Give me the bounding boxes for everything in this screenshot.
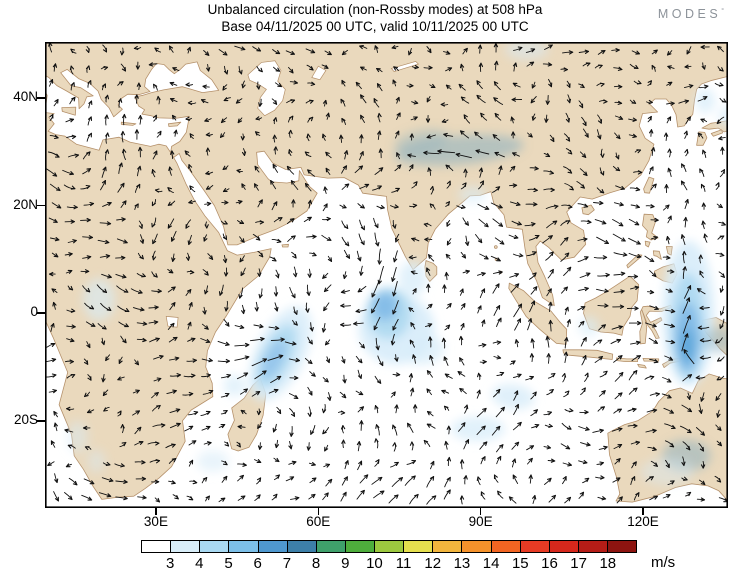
- lakes-layer: [165, 60, 420, 328]
- lat-tick-label: 40N: [13, 88, 38, 104]
- colorbar-tick-label: 18: [599, 555, 617, 572]
- colorbar-tick-label: 13: [453, 555, 471, 572]
- lat-tick-label: 20S: [13, 411, 38, 427]
- lon-tick: [155, 508, 157, 515]
- modes-logo: MODES°: [658, 7, 724, 21]
- colorbar-cell: [171, 541, 201, 552]
- colorbar-cell: [578, 541, 608, 552]
- colorbar-cell: [404, 541, 434, 552]
- colorbar-tick-label: 6: [253, 555, 262, 572]
- lat-tick-label: 0: [30, 304, 38, 320]
- colorbar-tick-label: 17: [570, 555, 587, 572]
- colorbar-cell: [375, 541, 405, 552]
- lon-tick-label: 30E: [143, 514, 168, 529]
- colorbar-unit: m/s: [651, 554, 676, 571]
- colorbar-tick-label: 16: [541, 555, 558, 572]
- colorbar: [141, 540, 637, 553]
- colorbar-tick-label: 9: [341, 555, 350, 572]
- colorbar-cell: [142, 541, 172, 552]
- colorbar-cell: [229, 541, 259, 552]
- lat-tick: [37, 420, 45, 422]
- colorbar-cell: [316, 541, 346, 552]
- lon-tick-label: 120E: [627, 514, 659, 529]
- quiver-arrow-layer: [45, 42, 728, 505]
- colorbar-tick-label: 4: [195, 555, 204, 572]
- lon-tick: [642, 508, 644, 515]
- lon-tick-label: 60E: [306, 514, 331, 529]
- lat-tick: [37, 204, 45, 207]
- modes-logo-mark: °: [721, 7, 724, 15]
- colorbar-cell: [200, 541, 230, 552]
- chart-title: Unbalanced circulation (non-Rossby modes…: [207, 2, 543, 17]
- colorbar-tick-label: 10: [366, 555, 383, 572]
- lon-tick: [479, 508, 482, 515]
- lat-tick: [37, 312, 45, 314]
- colorbar-cell: [345, 541, 375, 552]
- lat-tick: [37, 97, 45, 99]
- colorbar-cell: [433, 541, 463, 552]
- colorbar-cell: [287, 541, 317, 552]
- colorbar-tick-label: 11: [395, 555, 412, 572]
- colorbar-tick-label: 3: [166, 555, 175, 572]
- colorbar-tick-label: 5: [224, 555, 233, 572]
- colorbar-cell: [549, 541, 579, 552]
- land-layer: [45, 42, 728, 503]
- lon-tick-label: 90E: [468, 514, 493, 529]
- colorbar-tick-label: 8: [311, 555, 321, 572]
- colorbar-tick-label: 12: [424, 555, 442, 572]
- colorbar-tick-label: 7: [282, 555, 292, 572]
- colorbar-tick-label: 14: [482, 555, 500, 572]
- colorbar-tick-label: 15: [511, 555, 529, 572]
- colorbar-cell: [462, 541, 492, 552]
- chart-subtitle: Base 04/11/2025 00 UTC, valid 10/11/2025…: [221, 19, 529, 34]
- wind-speed-shading-layer: [66, 42, 728, 486]
- modes-logo-text: MODES: [657, 7, 722, 21]
- map-frame: [45, 42, 728, 508]
- colorbar-cell: [520, 541, 550, 552]
- lat-tick-label: 20N: [13, 196, 38, 212]
- colorbar-cell: [491, 541, 521, 552]
- colorbar-cell: [258, 541, 288, 552]
- colorbar-cell: [608, 541, 637, 552]
- lon-tick: [317, 508, 320, 515]
- map-canvas: [45, 42, 728, 508]
